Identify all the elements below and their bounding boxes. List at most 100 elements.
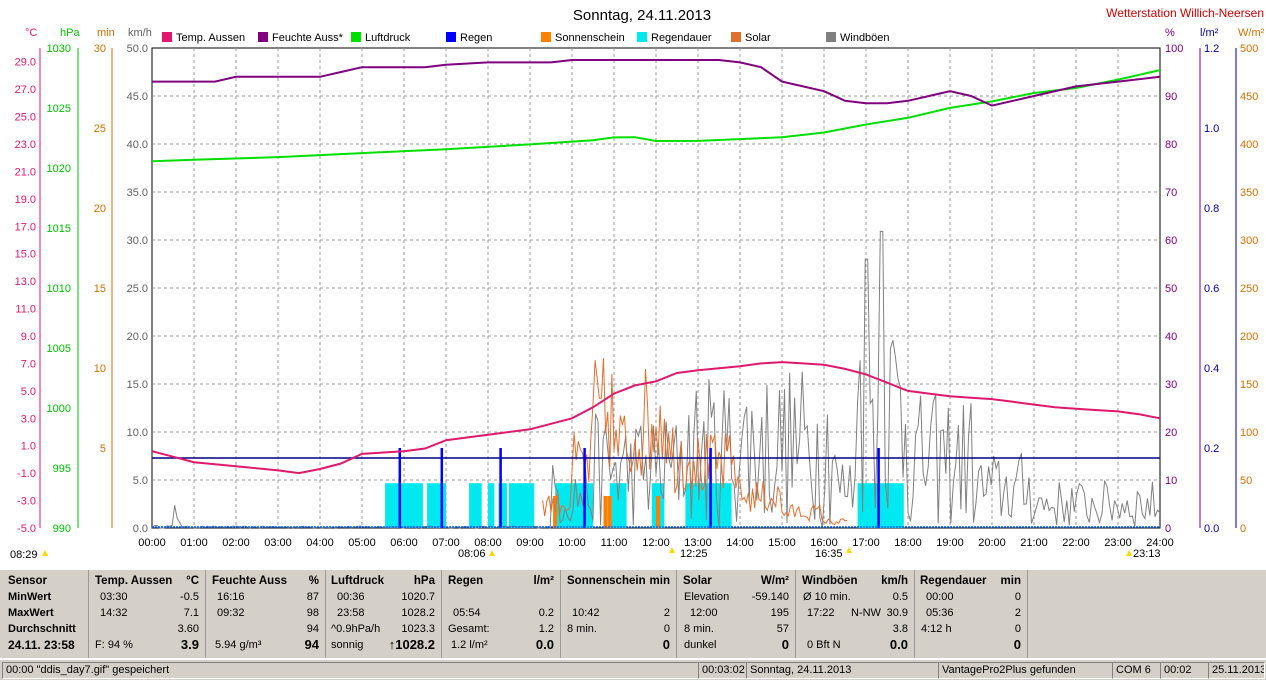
solar-tick-label: 0 [1240,523,1246,535]
rain-unit-label: l/m² [1200,27,1219,39]
humidity-column: Feuchte Auss % 16:16 87 09:32 98 94 5.94… [205,570,326,658]
chart-title: Sonntag, 24.11.2013 [573,7,711,24]
sun-tick-label: 30 [94,43,106,55]
legend-swatch [637,32,647,42]
humidity-max-value: 98 [306,607,319,619]
hum-tick-label: 30 [1165,379,1177,391]
rain-duration-last-value: 0 [1013,637,1021,652]
rain-duration-block [427,483,446,528]
rain-column: Regen l/m² 05:54 0.2 Gesamt: 1.2 1.2 l/m… [441,570,561,658]
wind-tick-label: 50.0 [127,43,148,55]
x-tick-label: 17:00 [852,537,880,549]
hum-tick-label: 80 [1165,139,1177,151]
rain-max-time: 05:54 [453,607,481,619]
status-today: 25.11.2013 [1208,662,1265,679]
hum-tick-label: 70 [1165,187,1177,199]
solar-unit: W/m² [760,575,789,587]
temp-tick-label: 17.0 [15,221,36,233]
legend-label: Regen [460,32,492,44]
pressure-column: Luftdruck hPa 00:36 1020.7 23:58 1028.2 … [325,570,442,658]
rain-last-label: 1.2 l/m² [451,639,488,651]
rain-duration-block [488,483,495,528]
rain-duration-avg: 0 [1014,623,1021,635]
temp-tick-label: 3.0 [21,413,36,425]
x-tick-label: 16:00 [810,537,838,549]
sunshine-max-time: 10:42 [572,607,600,619]
x-tick-label: 02:00 [222,537,250,549]
sunshine-bar [603,496,608,528]
solar-column: Solar W/m² Elevation -59.140 12:00 195 8… [676,570,796,658]
solar-tick-label: 200 [1240,331,1258,343]
hum-tick-label: 0 [1165,523,1171,535]
stats-table: Sensor MinWert MaxWert Durchschnitt 24.1… [0,570,1266,658]
solar-avg: 57 [776,623,789,635]
sunshine-max-value: 2 [663,607,670,619]
sunshine-unit: min [649,575,670,587]
rain-duration-block [685,483,732,528]
rain-duration-block [609,483,627,528]
legend: Temp. Aussen Feuchte Auss* Luftdruck Regen S… [162,32,890,44]
press-tick-label: 1015 [47,223,71,235]
annotation-sunrise: 08:06 [458,548,486,560]
row-label-max: MaxWert [8,607,54,619]
x-tick-label: 15:00 [768,537,796,549]
solar-tick-label: 250 [1240,283,1258,295]
status-bar: 00:00 "ddis_day7.gif" gespeichert 00:03:… [0,659,1266,680]
legend-label: Sonnenschein [555,32,625,44]
series-feuchte-auss- [152,59,1161,107]
row-label-last: 24.11. 23:58 [8,638,75,652]
marker-icon [489,550,495,556]
legend-label: Luftdruck [365,32,411,44]
humidity-header: Feuchte Auss [212,575,287,587]
temp-tick-label: 7.0 [21,358,36,370]
wind-avg10: 0.5 [892,591,908,603]
solar-tick-label: 450 [1240,91,1258,103]
legend-swatch [351,32,361,42]
x-tick-label: 23:00 [1104,537,1132,549]
annotation-noon: 12:25 [680,548,708,560]
legend-swatch [162,32,172,42]
x-tick-label: 21:00 [1020,537,1048,549]
temp-unit: °C [186,575,199,587]
sun-tick-label: 20 [94,203,106,215]
solar-unit-label: W/m² [1238,27,1265,39]
solar-tick-label: 150 [1240,379,1258,391]
temp-header: Temp. Aussen [95,575,173,587]
temp-tick-label: 11.0 [15,304,36,316]
wind-tick-label: 45.0 [127,91,148,103]
x-tick-label: 01:00 [180,537,208,549]
hum-tick-label: 60 [1165,235,1177,247]
sensor-column: Sensor MinWert MaxWert Durchschnitt 24.1… [0,570,89,658]
x-tick-label: 22:00 [1062,537,1090,549]
wind-max-value: 30.9 [886,607,908,619]
pressure-avg: 1023.3 [401,623,435,635]
temp-tick-label: 21.0 [15,166,36,178]
solar-tick-label: 300 [1240,235,1258,247]
humidity-last-value: 94 [304,637,319,652]
pressure-trend-label: ^0.9hPa/h [331,623,381,635]
temp-max-value: 7.1 [183,607,199,619]
status-date: Sonntag, 24.11.2013 [746,662,939,679]
solar-elevation: -59.140 [751,591,789,603]
annotation-sunset: 16:35 [815,548,843,560]
solar-tick-label: 100 [1240,427,1258,439]
rain-tick-label: 0.8 [1204,203,1219,215]
press-tick-label: 1030 [47,43,71,55]
x-tick-label: 13:00 [684,537,712,549]
humidity-unit: % [308,575,319,587]
axes-layer: 00:00 01:00 02:00 03:00 04:00 05:00 06:00 07:00… [15,27,1265,556]
rain-header: Regen [448,575,484,587]
sunshine-bar [607,496,612,528]
wind-beaufort: 0 Bft N [807,639,841,651]
humidity-avg: 94 [306,623,319,635]
wind-unit: km/h [881,575,908,587]
temp-last-value: 3.9 [180,637,199,652]
annotation-left: 08:29 [10,549,38,561]
humidity-min-value: 87 [306,591,319,603]
wind-header: Windböen [802,575,858,587]
solar-tick-label: 50 [1240,475,1252,487]
wind-tick-label: 15.0 [127,379,148,391]
x-tick-label: 09:00 [516,537,544,549]
wind-tick-label: 20.0 [127,331,148,343]
pressure-min-value: 1020.7 [401,591,435,603]
